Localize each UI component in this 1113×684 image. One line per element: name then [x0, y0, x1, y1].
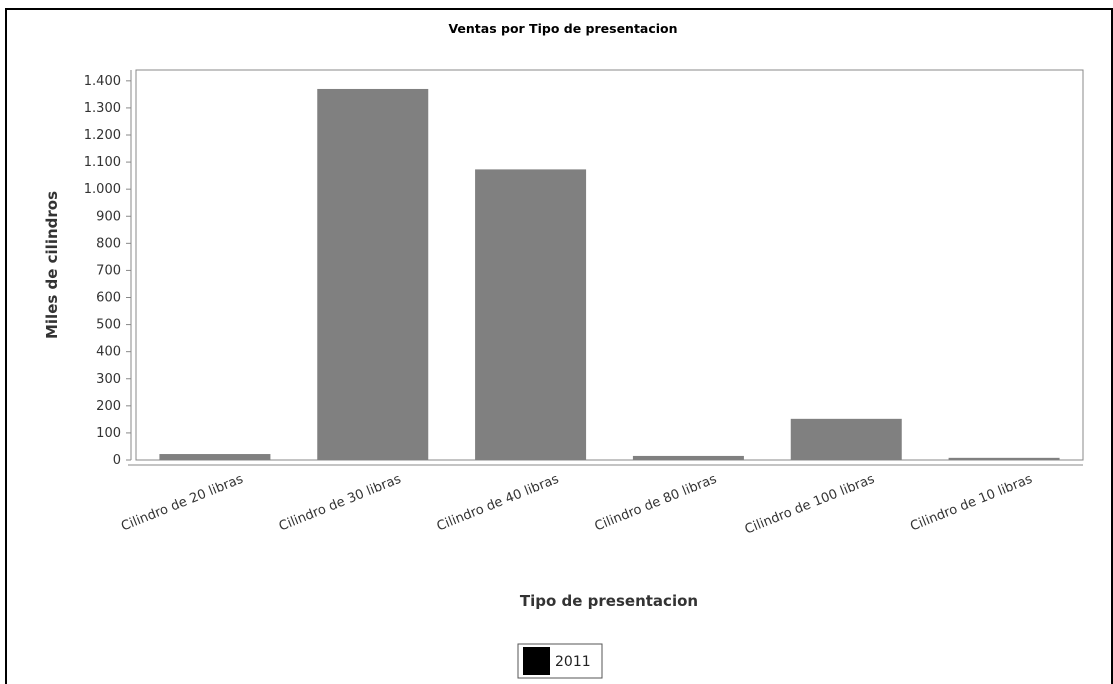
x-tick-label: Cilindro de 100 libras — [743, 472, 877, 538]
y-tick-label: 500 — [96, 318, 121, 333]
y-tick-label: 1.300 — [84, 101, 121, 116]
x-tick-label: Cilindro de 80 libras — [593, 472, 720, 535]
plot-area — [135, 69, 1084, 461]
legend-label-2011: 2011 — [555, 654, 591, 670]
legend-swatch — [523, 647, 550, 675]
y-tick-label: 100 — [96, 426, 121, 441]
y-tick-label: 600 — [96, 291, 121, 306]
y-tick-label: 700 — [96, 263, 121, 278]
y-tick-label: 1.100 — [84, 155, 121, 170]
bar — [790, 418, 902, 460]
chart-title: Ventas por Tipo de presentacion — [448, 21, 677, 36]
y-tick-label: 1.000 — [84, 182, 121, 197]
y-tick-label: 300 — [96, 372, 121, 387]
x-tick-label: Cilindro de 30 libras — [277, 472, 404, 535]
x-axis: Cilindro de 20 libras Cilindro de 30 libr… — [119, 464, 1083, 538]
y-tick-label: 1.200 — [84, 128, 121, 143]
x-tick-label: Cilindro de 40 libras — [435, 472, 562, 535]
bar — [948, 457, 1060, 460]
y-tick-label: 1.400 — [84, 74, 121, 89]
y-tick-label: 900 — [96, 209, 121, 224]
y-axis-label: Miles de cilindros — [43, 191, 61, 339]
bars — [159, 88, 1060, 461]
y-tick-label: 200 — [96, 399, 121, 414]
bar — [317, 88, 429, 460]
bar — [475, 169, 587, 461]
y-axis: 0 100 200 300 400 500 600 700 800 900 1.000 1.100 1.… — [84, 70, 132, 468]
bar — [159, 454, 271, 460]
y-tick-label: 400 — [96, 345, 121, 360]
x-tick-label: Cilindro de 20 libras — [119, 472, 246, 535]
bar — [632, 455, 744, 460]
y-tick-label: 0 — [113, 453, 121, 468]
x-axis-label: Tipo de presentacion — [520, 592, 698, 610]
y-tick-label: 800 — [96, 236, 121, 251]
x-tick-label: Cilindro de 10 libras — [908, 472, 1035, 535]
legend: 2011 — [517, 643, 603, 679]
